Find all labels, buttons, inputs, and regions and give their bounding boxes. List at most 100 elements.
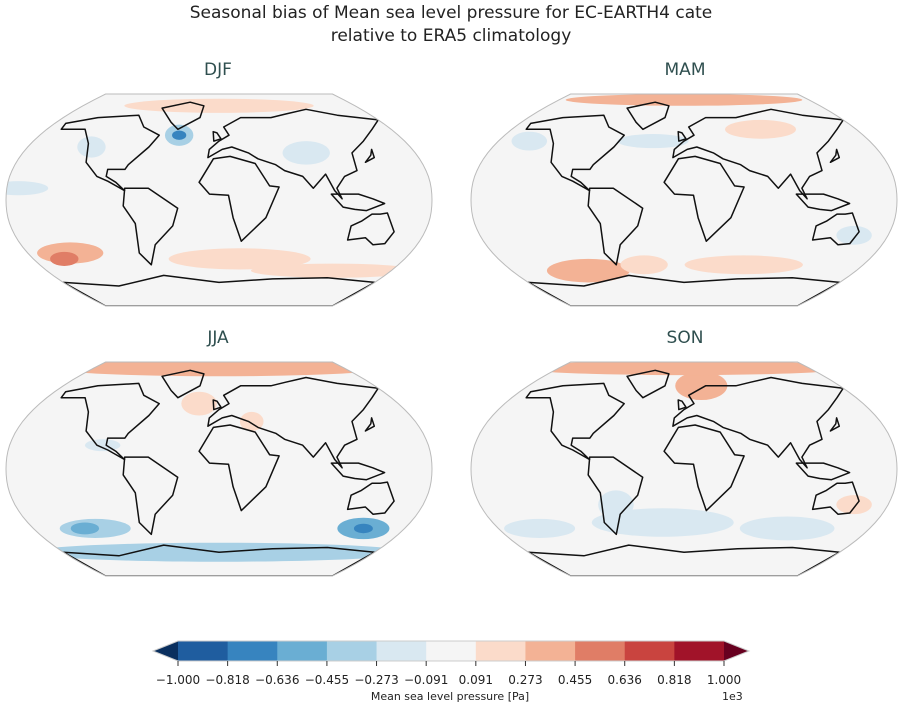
coastline-jp [364, 148, 376, 164]
bias-contour [617, 134, 689, 149]
bias-contour [518, 362, 850, 376]
colorbar-tick-label: 1.000 [706, 673, 742, 687]
bias-contour [511, 131, 548, 151]
coastline-na [60, 382, 160, 461]
bias-contour [591, 508, 734, 537]
bias-contour [239, 411, 264, 431]
coastline-au [346, 481, 395, 515]
coastline-na [60, 114, 160, 192]
coastline-gl [161, 101, 205, 131]
coastline-id [795, 462, 851, 481]
coastline-jp [829, 148, 841, 164]
bias-contour [739, 516, 835, 541]
map-border [470, 93, 898, 307]
map-border [5, 361, 433, 577]
coastline-au [811, 481, 860, 515]
coastline-an [527, 274, 841, 306]
panel-title-son: SON [666, 328, 704, 348]
bias-contour [84, 439, 121, 452]
map-mam [470, 93, 898, 307]
coastline-an [62, 544, 376, 576]
coastline-na [525, 382, 625, 461]
colorbar-tick-label: 0.455 [557, 673, 593, 687]
coastline-an [62, 274, 376, 306]
bias-contour [836, 495, 872, 515]
coastline-eu [207, 108, 379, 200]
colorbar-segment [674, 641, 725, 661]
coastline-sa [122, 456, 179, 536]
coastline-eu [207, 376, 379, 469]
bias-contour [725, 119, 797, 139]
colorbar-tick-label: 0.818 [657, 673, 692, 687]
colorbar-segment [376, 641, 427, 661]
coastline-sa [122, 187, 179, 266]
coastline-uk [212, 399, 222, 411]
colorbar-tick-label: −0.636 [255, 673, 300, 687]
coastline-uk [212, 130, 222, 142]
coastline-jp [364, 417, 376, 432]
colorbar-segment [475, 641, 526, 661]
colorbar-segment [624, 641, 675, 661]
coastline-af [198, 155, 280, 242]
bias-contour [504, 518, 576, 538]
coastline-au [346, 212, 395, 246]
colorbar-segment [178, 641, 229, 661]
bias-contour [70, 522, 100, 535]
colorbar [151, 640, 751, 666]
colorbar-segment [426, 641, 477, 661]
bias-contour [53, 362, 385, 377]
colorbar-tick-label: 0.273 [508, 673, 543, 687]
figure-title-line2: relative to ERA5 climatology [330, 26, 572, 46]
colorbar-extend-max [724, 641, 749, 661]
bias-contour [565, 94, 803, 106]
bias-contour [684, 255, 803, 275]
bias-contour [124, 98, 314, 113]
colorbar-tick-label: 0.091 [458, 673, 493, 687]
coastline-id [795, 193, 851, 212]
bias-contour [546, 258, 630, 283]
colorbar-tick-label: −0.818 [205, 673, 250, 687]
figure-title-line1: Seasonal bias of Mean sea level pressure… [189, 3, 713, 23]
map-jja [5, 361, 433, 577]
colorbar-segment [326, 641, 378, 661]
bias-contour [282, 141, 330, 165]
bias-contour [172, 130, 187, 140]
bias-contour [50, 251, 79, 266]
colorbar-exponent: 1e3 [722, 690, 743, 703]
bias-contour [6, 181, 49, 196]
coastline-gl [626, 369, 670, 399]
colorbar-label: Mean sea level pressure [Pa] [370, 690, 530, 703]
coastline-gl [161, 369, 205, 399]
coastline-sa [587, 456, 644, 536]
colorbar-tick-label: 0.636 [607, 673, 642, 687]
coastline-uk [677, 130, 687, 142]
coastline-au [811, 212, 860, 246]
colorbar-tick-label: −0.091 [403, 673, 449, 687]
coastline-an [527, 544, 841, 576]
bias-contour [620, 255, 668, 275]
bias-contour [250, 263, 417, 278]
map-border [470, 361, 898, 577]
colorbar-segment [525, 641, 576, 661]
bias-contour [181, 391, 217, 416]
map-son [470, 361, 898, 577]
map-djf [5, 93, 433, 307]
coastline-sa [587, 187, 644, 266]
coastline-id [330, 193, 386, 212]
coastline-af [663, 424, 745, 512]
coastline-af [663, 155, 745, 242]
map-border [5, 93, 433, 307]
colorbar-tick-label: −1.000 [155, 673, 201, 687]
coastline-gl [626, 101, 670, 131]
bias-contour [353, 523, 373, 534]
coastline-af [198, 424, 280, 512]
map-background [471, 94, 897, 306]
colorbar-tick-label: −0.273 [354, 673, 399, 687]
panel-title-djf: DJF [204, 60, 232, 80]
colorbar-extend-min [153, 641, 178, 661]
bias-contour [77, 136, 106, 158]
panel-title-mam: MAM [664, 60, 706, 80]
colorbar-segment [227, 641, 278, 661]
coastline-na [525, 114, 625, 192]
coastline-eu [672, 108, 844, 200]
